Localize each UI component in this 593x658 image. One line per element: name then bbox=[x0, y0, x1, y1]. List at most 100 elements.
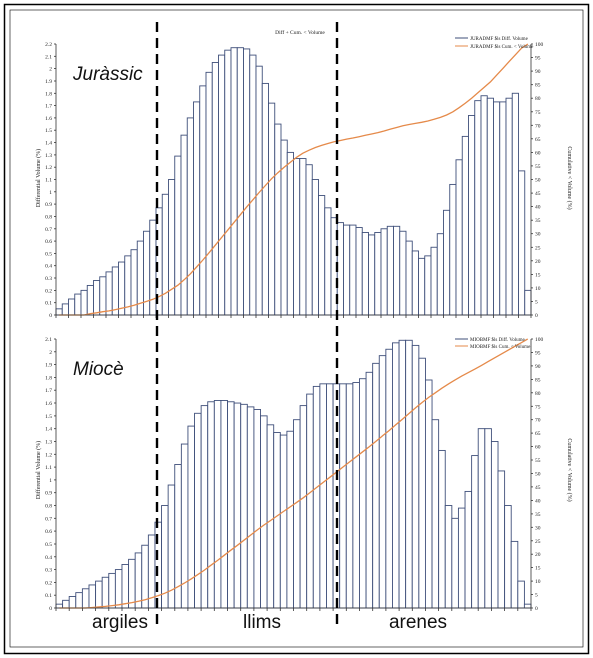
y-axis-label-right: Cumulative < Volume (%) bbox=[566, 146, 573, 209]
y-tick-label-right: 95 bbox=[535, 351, 541, 357]
diff-volume-bar bbox=[504, 505, 512, 609]
diff-volume-bar bbox=[213, 400, 222, 609]
diff-volume-bar bbox=[236, 47, 244, 316]
y-axis-label-right: Cumulative < Volume (%) bbox=[566, 438, 573, 501]
diff-volume-bar bbox=[205, 71, 213, 316]
y-tick-label-left: 1.9 bbox=[45, 363, 52, 369]
diff-volume-bar bbox=[443, 209, 451, 316]
diff-volume-bar bbox=[319, 383, 327, 609]
diff-volume-bar bbox=[464, 490, 473, 609]
diff-volume-bar bbox=[511, 92, 519, 316]
y-tick-label-right: 30 bbox=[535, 232, 541, 238]
diff-volume-bar bbox=[193, 101, 201, 316]
y-tick-label-left: 1.8 bbox=[45, 91, 52, 97]
y-tick-label-left: 0.7 bbox=[45, 516, 52, 522]
diff-volume-bar bbox=[324, 207, 332, 316]
y-tick-label-right: 25 bbox=[535, 245, 541, 251]
y-tick-label-left: 1.1 bbox=[45, 178, 52, 184]
diff-volume-bar bbox=[293, 419, 301, 609]
diff-volume-bar bbox=[418, 357, 426, 609]
diff-volume-bar bbox=[299, 405, 308, 609]
diff-volume-bar bbox=[355, 227, 363, 316]
jurassic-bars bbox=[55, 47, 532, 316]
diff-volume-bar bbox=[468, 114, 476, 316]
y-tick-label-right: 90 bbox=[535, 364, 541, 370]
y-tick-label-right: 35 bbox=[535, 512, 541, 518]
diff-volume-bar bbox=[68, 298, 76, 316]
diff-volume-bar bbox=[81, 588, 90, 609]
diff-volume-bar bbox=[477, 428, 486, 609]
diff-volume-bar bbox=[261, 82, 269, 316]
y-tick-label-right: 5 bbox=[535, 593, 538, 599]
y-tick-label-left: 0.2 bbox=[45, 580, 52, 586]
y-tick-label-right: 50 bbox=[535, 178, 541, 184]
diff-volume-bar bbox=[374, 232, 382, 316]
diff-volume-bar bbox=[444, 505, 453, 609]
diff-volume-bar bbox=[484, 428, 492, 609]
y-tick-label-left: 1 bbox=[49, 190, 52, 196]
y-tick-label-left: 0.6 bbox=[45, 239, 52, 245]
diff-volume-bar bbox=[430, 246, 438, 316]
diff-volume-bar bbox=[480, 95, 488, 316]
y-tick-label-right: 85 bbox=[535, 377, 541, 383]
diff-volume-bar bbox=[493, 101, 501, 316]
y-tick-label-left: 0 bbox=[49, 313, 52, 319]
diff-volume-bar bbox=[224, 49, 232, 316]
diff-volume-bar bbox=[305, 164, 313, 316]
y-tick-label-left: 0.6 bbox=[45, 529, 52, 535]
y-tick-label-left: 0.2 bbox=[45, 288, 52, 294]
y-tick-label-left: 0.1 bbox=[45, 301, 52, 307]
miocene-panel: 0 0.1 0.2 0.3 0.4 0.5 0.6 0.7 0.8 0.9 1 1.1 1.2 1.3 1.… bbox=[35, 337, 573, 612]
diff-volume-bar bbox=[168, 179, 176, 316]
y-tick-label-right: 75 bbox=[535, 404, 541, 410]
diff-volume-bar bbox=[398, 339, 407, 609]
y-tick-label-right: 10 bbox=[535, 286, 541, 292]
diff-volume-bar bbox=[243, 48, 251, 316]
y-tick-label-right: 45 bbox=[535, 191, 541, 197]
diff-volume-bar bbox=[286, 430, 294, 609]
y-tick-label-left: 0.9 bbox=[45, 491, 52, 497]
y-tick-label-right: 20 bbox=[535, 259, 541, 265]
y-tick-label-left: 0.8 bbox=[45, 215, 52, 221]
y-tick-label-right: 70 bbox=[535, 123, 541, 129]
panel-label-jurassic: Juràssic bbox=[72, 64, 143, 85]
y-tick-label-right: 20 bbox=[535, 552, 541, 558]
y-tick-label-right: 10 bbox=[535, 579, 541, 585]
miocene-axes: 0 0.1 0.2 0.3 0.4 0.5 0.6 0.7 0.8 0.9 1 1.1 1.2 1.3 1.… bbox=[45, 337, 543, 612]
y-tick-label-left: 2.1 bbox=[45, 337, 52, 343]
jurassic-panel: Diff + Cum. < Volume 0 0.1 0.2 0.3 0.4 0.5 0.6… bbox=[35, 29, 573, 319]
diff-volume-bar bbox=[227, 401, 235, 609]
y-tick-label-left: 1.6 bbox=[45, 116, 52, 122]
diff-volume-bar bbox=[293, 158, 301, 316]
diff-volume-bar bbox=[260, 415, 268, 609]
legend-diff-label: MIOBMF $ls Diff. Volume bbox=[470, 338, 526, 343]
diff-volume-bar bbox=[474, 100, 482, 316]
diff-volume-bar bbox=[510, 540, 519, 609]
y-tick-label-left: 1.4 bbox=[45, 141, 52, 147]
y-tick-label-left: 0.1 bbox=[45, 593, 52, 599]
miocene-cumulative-line bbox=[59, 338, 529, 609]
diff-volume-bar bbox=[365, 371, 374, 609]
y-tick-label-right: 5 bbox=[535, 299, 538, 305]
diff-volume-bar bbox=[200, 405, 209, 609]
diff-volume-bar bbox=[299, 158, 307, 316]
y-tick-label-right: 60 bbox=[535, 445, 541, 451]
diff-volume-bar bbox=[345, 383, 354, 609]
diff-volume-bar bbox=[455, 159, 463, 316]
diff-volume-bar bbox=[111, 266, 119, 316]
y-tick-label-left: 1.4 bbox=[45, 427, 52, 433]
diff-volume-bar bbox=[436, 233, 444, 316]
diff-volume-bar bbox=[343, 224, 351, 316]
y-tick-label-left: 1.2 bbox=[45, 452, 52, 458]
y-tick-label-right: 0 bbox=[535, 606, 538, 612]
diff-volume-bar bbox=[268, 102, 276, 316]
diff-volume-bar bbox=[118, 261, 126, 316]
diff-volume-bar bbox=[380, 228, 388, 316]
diff-volume-bar bbox=[438, 449, 446, 609]
y-tick-label-right: 0 bbox=[535, 313, 538, 319]
diff-volume-bar bbox=[359, 378, 367, 609]
legend-diff-label: JURADMF $ls Diff. Volume bbox=[470, 37, 529, 42]
y-tick-label-left: 0.5 bbox=[45, 251, 52, 257]
y-tick-label-right: 75 bbox=[535, 110, 541, 116]
